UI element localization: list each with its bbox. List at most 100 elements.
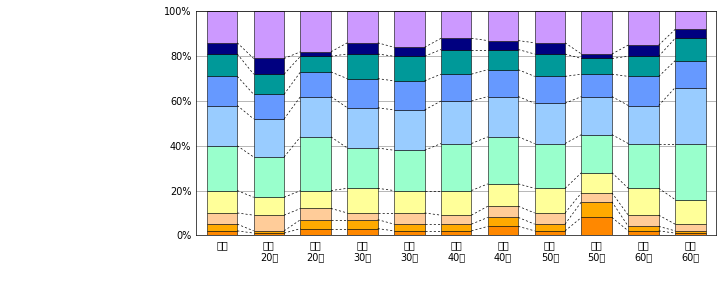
Bar — [300, 96, 331, 137]
Bar — [441, 38, 471, 50]
Bar — [254, 11, 284, 59]
Bar — [675, 38, 706, 61]
Bar — [441, 215, 471, 224]
Bar — [254, 119, 284, 157]
Bar — [394, 224, 425, 231]
Bar — [534, 224, 565, 231]
Bar — [348, 220, 378, 229]
Bar — [628, 76, 659, 106]
Bar — [394, 11, 425, 47]
Bar — [348, 54, 378, 79]
Bar — [534, 76, 565, 103]
Bar — [582, 218, 612, 235]
Bar — [582, 96, 612, 135]
Bar — [441, 74, 471, 101]
Bar — [534, 54, 565, 76]
Bar — [394, 110, 425, 150]
Bar — [534, 231, 565, 235]
Bar — [488, 206, 518, 218]
Bar — [206, 146, 237, 191]
Bar — [628, 226, 659, 231]
Bar — [628, 45, 659, 56]
Bar — [488, 137, 518, 184]
Bar — [628, 56, 659, 76]
Bar — [675, 224, 706, 231]
Bar — [206, 191, 237, 213]
Bar — [300, 208, 331, 220]
Bar — [254, 233, 284, 235]
Bar — [206, 11, 237, 43]
Bar — [441, 11, 471, 38]
Bar — [206, 231, 237, 235]
Bar — [628, 231, 659, 235]
Bar — [488, 40, 518, 50]
Bar — [348, 229, 378, 235]
Bar — [675, 61, 706, 88]
Bar — [254, 59, 284, 74]
Bar — [488, 218, 518, 226]
Bar — [206, 224, 237, 231]
Bar — [582, 54, 612, 59]
Bar — [675, 231, 706, 233]
Bar — [488, 11, 518, 40]
Bar — [582, 202, 612, 218]
Bar — [628, 144, 659, 188]
Bar — [300, 72, 331, 96]
Bar — [394, 56, 425, 81]
Bar — [628, 11, 659, 45]
Bar — [394, 81, 425, 110]
Bar — [582, 135, 612, 173]
Bar — [628, 215, 659, 226]
Bar — [582, 59, 612, 74]
Bar — [300, 220, 331, 229]
Bar — [534, 188, 565, 213]
Bar — [206, 106, 237, 146]
Bar — [675, 29, 706, 38]
Bar — [348, 108, 378, 148]
Bar — [300, 56, 331, 72]
Bar — [582, 11, 612, 54]
Bar — [441, 101, 471, 144]
Bar — [675, 144, 706, 199]
Bar — [206, 76, 237, 106]
Bar — [675, 233, 706, 235]
Bar — [300, 137, 331, 191]
Bar — [254, 215, 284, 231]
Bar — [488, 70, 518, 96]
Bar — [206, 43, 237, 54]
Bar — [534, 11, 565, 43]
Bar — [254, 94, 284, 119]
Bar — [254, 157, 284, 197]
Bar — [300, 229, 331, 235]
Bar — [582, 193, 612, 202]
Bar — [675, 199, 706, 224]
Bar — [394, 47, 425, 56]
Bar — [582, 74, 612, 96]
Bar — [206, 213, 237, 224]
Bar — [348, 188, 378, 213]
Bar — [206, 54, 237, 76]
Bar — [348, 148, 378, 188]
Bar — [488, 96, 518, 137]
Bar — [348, 213, 378, 220]
Bar — [628, 188, 659, 215]
Bar — [254, 231, 284, 233]
Bar — [394, 191, 425, 213]
Bar — [441, 224, 471, 231]
Bar — [488, 184, 518, 206]
Bar — [534, 144, 565, 188]
Bar — [534, 103, 565, 144]
Bar — [441, 231, 471, 235]
Bar — [348, 79, 378, 108]
Bar — [534, 43, 565, 54]
Bar — [675, 88, 706, 144]
Bar — [348, 11, 378, 43]
Bar — [488, 226, 518, 235]
Bar — [675, 11, 706, 29]
Bar — [300, 11, 331, 52]
Bar — [488, 50, 518, 70]
Bar — [300, 191, 331, 208]
Bar — [394, 213, 425, 224]
Bar — [254, 74, 284, 94]
Bar — [534, 213, 565, 224]
